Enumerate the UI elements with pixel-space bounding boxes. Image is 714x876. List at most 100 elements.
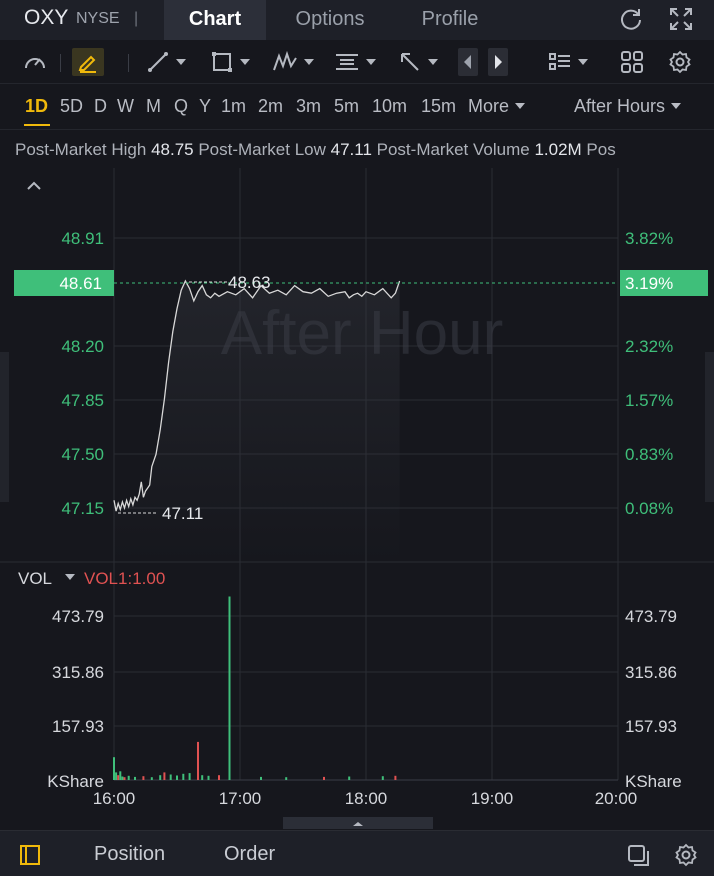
- toolbar-divider: [60, 54, 61, 72]
- time-tick: 17:00: [219, 789, 262, 808]
- timeframe-3m[interactable]: 3m: [296, 96, 322, 116]
- drawing-toolbar: [0, 40, 714, 84]
- volume-bar: [182, 773, 185, 780]
- volume-bar: [150, 777, 153, 780]
- volume-bar: [381, 776, 384, 780]
- volume-bar: [188, 773, 191, 780]
- low-marker-label: 47.11: [162, 504, 203, 523]
- step-forward-icon[interactable]: [488, 48, 508, 76]
- timeframe-y[interactable]: Y: [199, 96, 212, 116]
- bottom-bar: Position Order: [0, 830, 714, 876]
- current-change-label: 3.19%: [625, 274, 673, 293]
- volume-bar: [285, 777, 288, 780]
- price-volume-chart[interactable]: After Hour 48.61 3.19% 48.63 47.11 48.91…: [0, 168, 714, 814]
- volume-bar: [142, 776, 145, 780]
- tab-chart[interactable]: Chart: [164, 0, 266, 40]
- trendline-icon[interactable]: [146, 48, 186, 76]
- tab-position[interactable]: Position: [94, 843, 166, 865]
- stat-label-low: Post-Market Low: [198, 140, 326, 159]
- volume-axis-left: 473.79 315.86 157.93 KShare: [47, 607, 104, 791]
- high-marker-label: 48.63: [228, 273, 271, 292]
- stat-label-more: Pos: [586, 140, 616, 159]
- timeframe-15m[interactable]: 15m: [421, 96, 457, 116]
- time-tick: 20:00: [595, 789, 638, 808]
- volume-tick: 157.93: [625, 717, 677, 736]
- time-axis: 16:00 17:00 18:00 19:00 20:00: [93, 789, 638, 808]
- volume-tick: 315.86: [625, 663, 677, 682]
- stat-value-high: 48.75: [151, 140, 194, 159]
- timeframe-m[interactable]: M: [146, 96, 161, 116]
- volume-tick: 315.86: [52, 663, 104, 682]
- percent-tick: 0.08%: [625, 499, 673, 518]
- session-dropdown[interactable]: After Hours: [574, 96, 682, 117]
- tab-profile[interactable]: Profile: [400, 0, 500, 40]
- pattern-icon[interactable]: [272, 48, 314, 76]
- volume-bar: [117, 775, 120, 780]
- settings-icon[interactable]: [668, 48, 692, 76]
- tab-options[interactable]: Options: [278, 0, 382, 40]
- pane-resize-handle[interactable]: [283, 817, 433, 829]
- right-edge-handle[interactable]: [705, 352, 714, 502]
- timeframe-5m[interactable]: 5m: [334, 96, 360, 116]
- panel-icon[interactable]: [18, 843, 42, 867]
- chevron-down-icon[interactable]: [65, 574, 75, 580]
- time-tick: 19:00: [471, 789, 514, 808]
- timeframe-2m[interactable]: 2m: [258, 96, 284, 116]
- more-label: More: [468, 96, 510, 116]
- active-timeframe-indicator: [24, 124, 50, 126]
- header-separator: |: [134, 10, 139, 27]
- rectangle-icon[interactable]: [210, 48, 250, 76]
- ticker-symbol[interactable]: OXY: [24, 6, 69, 29]
- timeframe-1m[interactable]: 1m: [221, 96, 247, 116]
- settings-icon[interactable]: [674, 843, 698, 867]
- timeframe-5d[interactable]: 5D: [60, 96, 84, 116]
- time-tick: 16:00: [93, 789, 136, 808]
- arrow-icon[interactable]: [398, 48, 438, 76]
- refresh-icon[interactable]: [618, 6, 644, 32]
- more-dropdown[interactable]: More: [468, 96, 526, 117]
- price-tick: 47.50: [61, 445, 104, 464]
- volume-bar: [197, 741, 199, 780]
- current-price-label: 48.61: [59, 274, 102, 293]
- volume-bar: [119, 771, 122, 780]
- timeframe-d[interactable]: D: [94, 96, 107, 116]
- timeframe-1d[interactable]: 1D: [25, 96, 49, 116]
- volume-bar: [394, 775, 397, 780]
- time-tick: 18:00: [345, 789, 388, 808]
- volume-axis-right: 473.79 315.86 157.93 KShare: [625, 607, 682, 791]
- pen-icon[interactable]: [72, 48, 104, 76]
- step-back-icon[interactable]: [458, 48, 478, 76]
- text-note-icon[interactable]: [334, 48, 376, 76]
- tab-chart-label: Chart: [188, 8, 242, 30]
- session-label: After Hours: [574, 96, 666, 116]
- volume-tick: 473.79: [625, 607, 677, 626]
- post-market-stats: Post-Market High 48.75 Post-Market Low 4…: [15, 140, 714, 160]
- layout-list-icon[interactable]: [548, 48, 588, 76]
- price-tick: 48.91: [61, 229, 104, 248]
- tab-profile-label: Profile: [421, 8, 479, 30]
- chevron-down-icon: [240, 59, 250, 65]
- volume-bar: [348, 776, 351, 780]
- stat-value-low: 47.11: [330, 140, 372, 159]
- volume-bar: [176, 775, 178, 780]
- timeframe-row: 1D 5D D W M Q Y 1m 2m 3m 5m 10m 15m More…: [0, 86, 714, 130]
- current-price-badge: [14, 270, 114, 296]
- collapse-chevron-icon[interactable]: [27, 181, 41, 190]
- timeframe-10m[interactable]: 10m: [372, 96, 408, 116]
- copy-icon[interactable]: [626, 843, 652, 867]
- timeframe-q[interactable]: Q: [174, 96, 189, 116]
- tab-order[interactable]: Order: [224, 843, 276, 865]
- timeframe-w[interactable]: W: [117, 96, 134, 116]
- chevron-down-icon: [304, 59, 314, 65]
- chevron-down-icon: [578, 59, 588, 65]
- volume-bar: [159, 775, 162, 780]
- percent-tick: 2.32%: [625, 337, 673, 356]
- volume-tick: 157.93: [52, 717, 104, 736]
- volume-title[interactable]: VOL: [18, 569, 52, 588]
- volume-bar: [115, 772, 118, 780]
- grid-icon[interactable]: [620, 48, 644, 76]
- stat-label-high: Post-Market High: [15, 140, 147, 159]
- left-edge-handle[interactable]: [0, 352, 9, 502]
- gauge-icon[interactable]: [22, 48, 48, 76]
- fullscreen-icon[interactable]: [668, 6, 694, 32]
